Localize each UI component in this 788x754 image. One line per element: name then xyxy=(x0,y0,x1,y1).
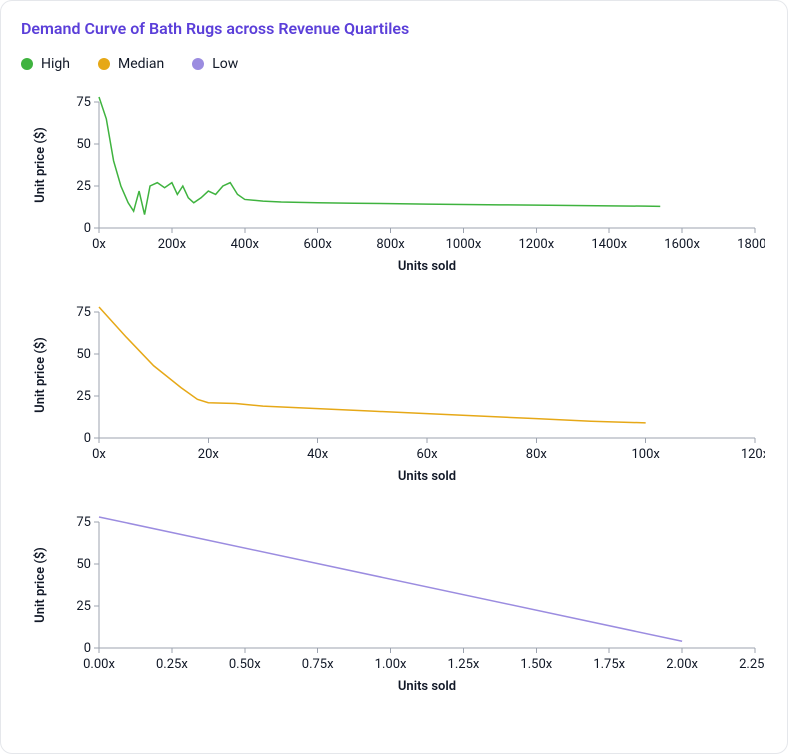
svg-text:600x: 600x xyxy=(303,237,332,252)
chart-card: Demand Curve of Bath Rugs across Revenue… xyxy=(0,0,788,754)
svg-text:120x: 120x xyxy=(741,447,765,462)
svg-text:75: 75 xyxy=(76,515,91,530)
svg-text:0x: 0x xyxy=(92,237,106,252)
legend-label-median: Median xyxy=(118,56,164,72)
svg-text:1.25x: 1.25x xyxy=(448,657,480,672)
svg-text:0: 0 xyxy=(84,641,91,656)
svg-text:1800x: 1800x xyxy=(737,237,765,252)
svg-text:50: 50 xyxy=(76,557,91,572)
svg-text:Unit price ($): Unit price ($) xyxy=(33,337,48,413)
svg-text:50: 50 xyxy=(76,137,91,152)
chart-high: 0 25 50 75 0x 200x 400x 600x 800x 1000x 1200x 1400x… xyxy=(21,88,767,288)
charts-container: 0 25 50 75 0x 200x 400x 600x 800x 1000x 1200x 1400x… xyxy=(21,88,767,708)
svg-text:2.25x: 2.25x xyxy=(739,657,765,672)
svg-text:75: 75 xyxy=(76,305,91,320)
card-title: Demand Curve of Bath Rugs across Revenue… xyxy=(21,19,767,38)
svg-text:2.00x: 2.00x xyxy=(666,657,698,672)
legend-swatch-low xyxy=(192,58,204,70)
legend: High Median Low xyxy=(21,56,767,72)
svg-text:75: 75 xyxy=(76,95,91,110)
svg-text:200x: 200x xyxy=(158,237,187,252)
svg-text:1200x: 1200x xyxy=(518,237,554,252)
legend-swatch-high xyxy=(21,58,33,70)
svg-text:0.00x: 0.00x xyxy=(83,657,115,672)
svg-text:50: 50 xyxy=(76,347,91,362)
chart-median: 0 25 50 75 0x 20x 40x 60x 80x 100x 120x Units sold U… xyxy=(21,298,767,498)
legend-label-high: High xyxy=(41,56,70,72)
svg-text:25: 25 xyxy=(76,389,91,404)
svg-text:1600x: 1600x xyxy=(664,237,700,252)
svg-text:60x: 60x xyxy=(416,447,438,462)
svg-text:0: 0 xyxy=(84,431,91,446)
svg-text:Unit price ($): Unit price ($) xyxy=(33,127,48,203)
svg-text:25: 25 xyxy=(76,599,91,614)
svg-text:1400x: 1400x xyxy=(591,237,627,252)
svg-text:Units sold: Units sold xyxy=(398,679,456,694)
svg-text:20x: 20x xyxy=(198,447,220,462)
svg-text:800x: 800x xyxy=(376,237,405,252)
svg-text:Units sold: Units sold xyxy=(398,259,456,274)
svg-text:1.50x: 1.50x xyxy=(520,657,552,672)
svg-text:100x: 100x xyxy=(631,447,660,462)
svg-text:Units sold: Units sold xyxy=(398,469,456,484)
chart-low: 0 25 50 75 0.00x 0.25x 0.50x 0.75x 1.00x 1.25x 1.5… xyxy=(21,508,767,708)
svg-text:0x: 0x xyxy=(92,447,106,462)
svg-text:Unit price ($): Unit price ($) xyxy=(33,547,48,623)
legend-item-median: Median xyxy=(98,56,164,72)
legend-item-low: Low xyxy=(192,56,238,72)
svg-text:80x: 80x xyxy=(526,447,548,462)
svg-text:0.25x: 0.25x xyxy=(156,657,188,672)
svg-text:0.75x: 0.75x xyxy=(302,657,334,672)
legend-item-high: High xyxy=(21,56,70,72)
svg-text:25: 25 xyxy=(76,179,91,194)
svg-text:0.50x: 0.50x xyxy=(229,657,261,672)
svg-text:1.00x: 1.00x xyxy=(375,657,407,672)
svg-text:40x: 40x xyxy=(307,447,329,462)
legend-label-low: Low xyxy=(212,56,238,72)
svg-text:0: 0 xyxy=(84,221,91,236)
svg-text:1.75x: 1.75x xyxy=(593,657,625,672)
legend-swatch-median xyxy=(98,58,110,70)
svg-text:1000x: 1000x xyxy=(446,237,482,252)
svg-text:400x: 400x xyxy=(231,237,260,252)
